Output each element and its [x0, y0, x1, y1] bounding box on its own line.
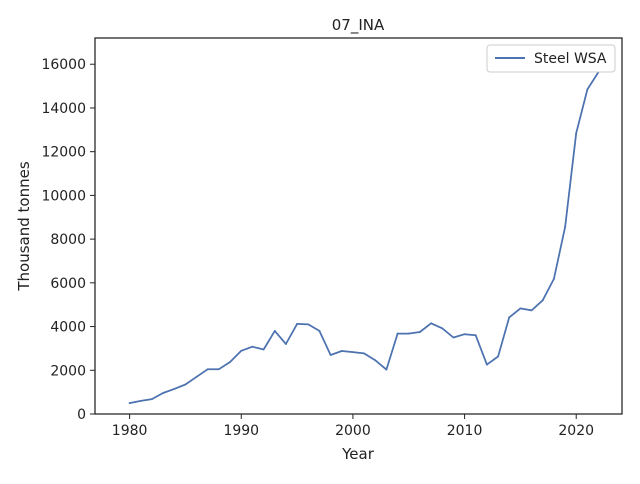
data-point: [206, 368, 209, 371]
chart-title: 07_INA: [332, 16, 385, 35]
data-point: [564, 226, 566, 228]
data-point: [419, 331, 421, 333]
data-point: [307, 323, 310, 326]
data-point: [184, 383, 187, 386]
x-tick-label: 2010: [447, 423, 483, 439]
data-point: [195, 375, 198, 378]
x-tick-label: 1990: [223, 423, 259, 439]
x-axis-ticks: 1980 1990 2000 2010 2020: [112, 414, 594, 439]
legend-box: [486, 44, 616, 73]
x-tick-label: 1980: [112, 423, 148, 439]
data-point: [541, 299, 544, 302]
data-point: [218, 368, 220, 371]
y-axis-label: Thousand tonnes: [15, 161, 33, 291]
y-tick-label: 8000: [50, 232, 86, 248]
y-tick-label: 6000: [50, 276, 86, 292]
data-point: [352, 351, 354, 354]
data-point: [575, 132, 578, 134]
data-point: [363, 352, 365, 355]
data-point: [508, 316, 511, 319]
data-point: [486, 363, 488, 366]
data-point: [296, 323, 298, 325]
data-point: [452, 336, 455, 339]
data-point: [262, 348, 265, 351]
data-point: [162, 392, 165, 394]
data-point: [318, 330, 321, 332]
data-point: [430, 322, 432, 325]
data-point: [285, 343, 287, 345]
data-point: [173, 387, 176, 390]
data-point: [229, 361, 231, 363]
y-axis-ticks: 0 2000 4000 6000 8000 10000 12000 14000 16000: [41, 57, 95, 423]
series-layer: [128, 70, 600, 404]
y-tick-label: 12000: [41, 145, 86, 161]
data-point: [340, 350, 343, 352]
legend: Steel WSA: [486, 44, 616, 73]
data-point: [530, 309, 533, 312]
y-tick-label: 0: [77, 407, 86, 423]
data-point: [552, 278, 555, 280]
data-point: [374, 359, 377, 362]
legend-label-steel-wsa: Steel WSA: [534, 51, 607, 67]
y-tick-label: 14000: [41, 101, 86, 117]
data-point: [128, 402, 131, 404]
data-point: [329, 354, 332, 356]
x-axis-label: Year: [341, 445, 375, 463]
y-tick-label: 2000: [50, 363, 86, 379]
x-tick-label: 2000: [335, 423, 371, 439]
y-tick-label: 10000: [41, 188, 86, 204]
x-tick-label: 2020: [558, 423, 594, 439]
data-point: [385, 368, 388, 371]
data-point: [273, 330, 276, 332]
data-point: [441, 327, 444, 330]
data-point: [586, 88, 589, 91]
plot-frame: [94, 37, 623, 415]
data-point: [474, 334, 477, 337]
data-point: [519, 307, 522, 310]
data-point: [251, 345, 254, 348]
data-point: [151, 398, 153, 401]
data-point: [240, 349, 243, 352]
data-point: [463, 333, 466, 336]
data-point: [396, 332, 399, 335]
data-point: [407, 332, 410, 335]
y-tick-label: 4000: [50, 320, 86, 336]
y-tick-label: 16000: [41, 57, 86, 73]
data-point: [139, 399, 142, 402]
data-point: [497, 355, 499, 358]
